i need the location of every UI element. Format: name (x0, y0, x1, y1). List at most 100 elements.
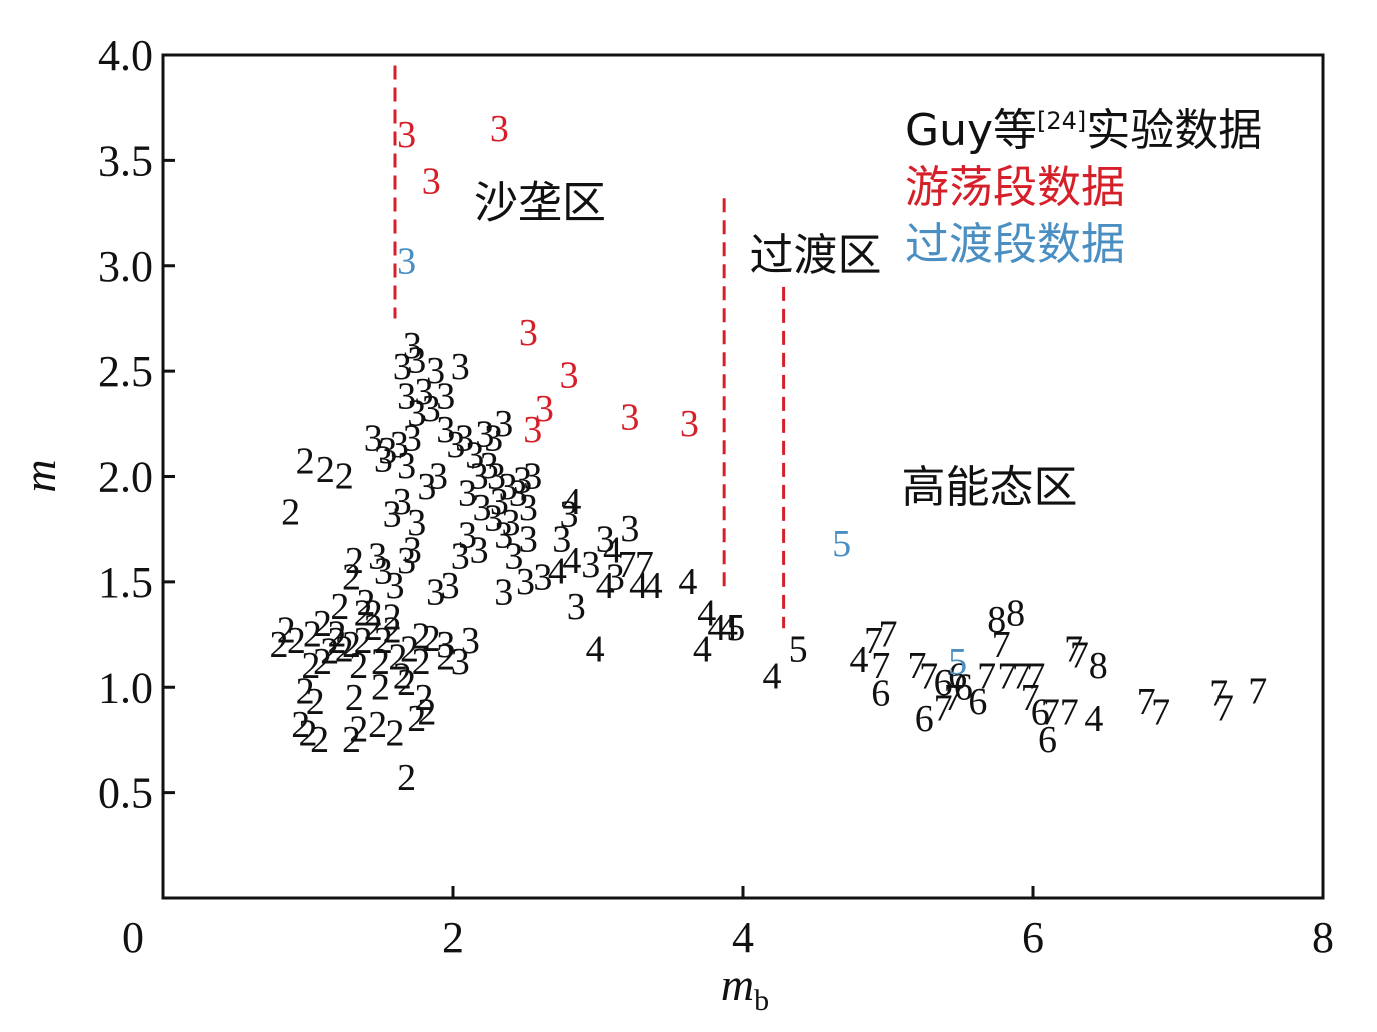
data-point: 3 (620, 396, 639, 438)
legend-entry: 过渡段数据 (905, 219, 1125, 270)
data-point: 3 (390, 424, 409, 466)
data-point: 3 (596, 519, 615, 561)
data-point: 3 (480, 445, 499, 487)
data-point: 2 (320, 630, 339, 672)
data-point: 2 (287, 620, 306, 662)
data-point: 3 (386, 565, 405, 607)
data-point: 3 (606, 557, 625, 599)
series-1: 3 5 5 (397, 241, 967, 683)
data-point: 3 (436, 624, 455, 666)
data-point: 2 (299, 713, 318, 755)
data-point: 4 (596, 565, 615, 607)
x-tick-label: 8 (1312, 913, 1334, 962)
data-point: 4 (719, 607, 738, 649)
data-point: 3 (397, 241, 416, 283)
data-point: 2 (335, 456, 354, 498)
data-point: 3 (368, 536, 387, 578)
data-point: 6 (934, 662, 953, 704)
data-point: 3 (441, 565, 460, 607)
data-point: 5 (948, 641, 967, 683)
data-point: 5 (832, 523, 851, 565)
zone-label: 过渡区 (750, 230, 882, 281)
zone-label: 沙垄区 (474, 178, 606, 229)
data-point: 3 (470, 529, 489, 571)
data-point: 6 (915, 698, 934, 740)
data-point: 3 (513, 460, 532, 502)
data-point: 7 (1070, 635, 1089, 677)
data-point: 2 (371, 666, 390, 708)
data-point: 7 (1151, 692, 1170, 734)
data-point: 3 (504, 536, 523, 578)
data-point: 2 (412, 641, 431, 683)
data-point: 7 (1248, 670, 1267, 712)
legend-entry-text: Guy等 (905, 105, 1037, 156)
data-point: 4 (548, 550, 567, 592)
data-point: 7 (919, 656, 938, 698)
data-point: 3 (378, 430, 397, 472)
data-point: 3 (535, 388, 554, 430)
data-point: 4 (763, 656, 782, 698)
data-point: 3 (397, 375, 416, 417)
data-point: 2 (364, 607, 383, 649)
data-point: 4 (1084, 698, 1103, 740)
data-point: 3 (436, 409, 455, 451)
data-point: 2 (349, 645, 368, 687)
data-point: 7 (1137, 681, 1156, 723)
data-point: 3 (426, 350, 445, 392)
data-point: 7 (908, 645, 927, 687)
data-point: 2 (335, 628, 354, 670)
x-tick-label: 4 (732, 913, 754, 962)
zone-label: 高能态区 (902, 462, 1078, 513)
data-point: 5 (726, 607, 745, 649)
data-point: 3 (407, 392, 426, 434)
data-point: 3 (499, 466, 518, 508)
data-point: 3 (451, 346, 470, 388)
data-point: 4 (678, 561, 697, 603)
data-point: 4 (562, 481, 581, 523)
data-point: 3 (451, 641, 470, 683)
data-point: 4 (697, 592, 716, 634)
data-point: 7 (1064, 628, 1083, 670)
data-point: 3 (680, 403, 699, 445)
data-point: 2 (349, 708, 368, 750)
data-point: 3 (455, 418, 474, 460)
data-point: 2 (345, 677, 364, 719)
x-axis-label-subscript: b (754, 984, 769, 1017)
data-point: 7 (1215, 687, 1234, 729)
y-tick-label: 1.0 (98, 663, 153, 712)
legend-entry: Guy等[24]实验数据 (905, 105, 1262, 156)
data-point: 2 (407, 698, 426, 740)
data-point: 4 (629, 565, 648, 607)
data-point: 3 (422, 160, 441, 202)
y-tick-label: 3.0 (98, 242, 153, 291)
data-point: 2 (371, 641, 390, 683)
data-point: 3 (407, 340, 426, 382)
data-point: 2 (328, 614, 347, 656)
data-point: 7 (977, 656, 996, 698)
data-point: 7 (1021, 677, 1040, 719)
data-point: 4 (644, 565, 663, 607)
data-point: 6 (954, 666, 973, 708)
data-point: 3 (620, 508, 639, 550)
data-point: 3 (364, 418, 383, 460)
data-point: 2 (397, 757, 416, 799)
data-point: 3 (516, 561, 535, 603)
data-point: 7 (1041, 692, 1060, 734)
data-point: 4 (603, 529, 622, 571)
data-point: 2 (313, 641, 332, 683)
x-axis-label-main: m (721, 959, 754, 1010)
data-point: 2 (310, 719, 329, 761)
y-tick-label: 2.0 (98, 453, 153, 502)
data-point: 3 (374, 550, 393, 592)
data-point: 2 (330, 586, 349, 628)
data-point: 3 (403, 325, 422, 367)
data-point: 3 (494, 571, 513, 613)
data-point: 2 (417, 692, 436, 734)
data-point: 7 (871, 645, 890, 687)
data-point: 3 (519, 487, 538, 529)
data-point: 3 (533, 557, 552, 599)
